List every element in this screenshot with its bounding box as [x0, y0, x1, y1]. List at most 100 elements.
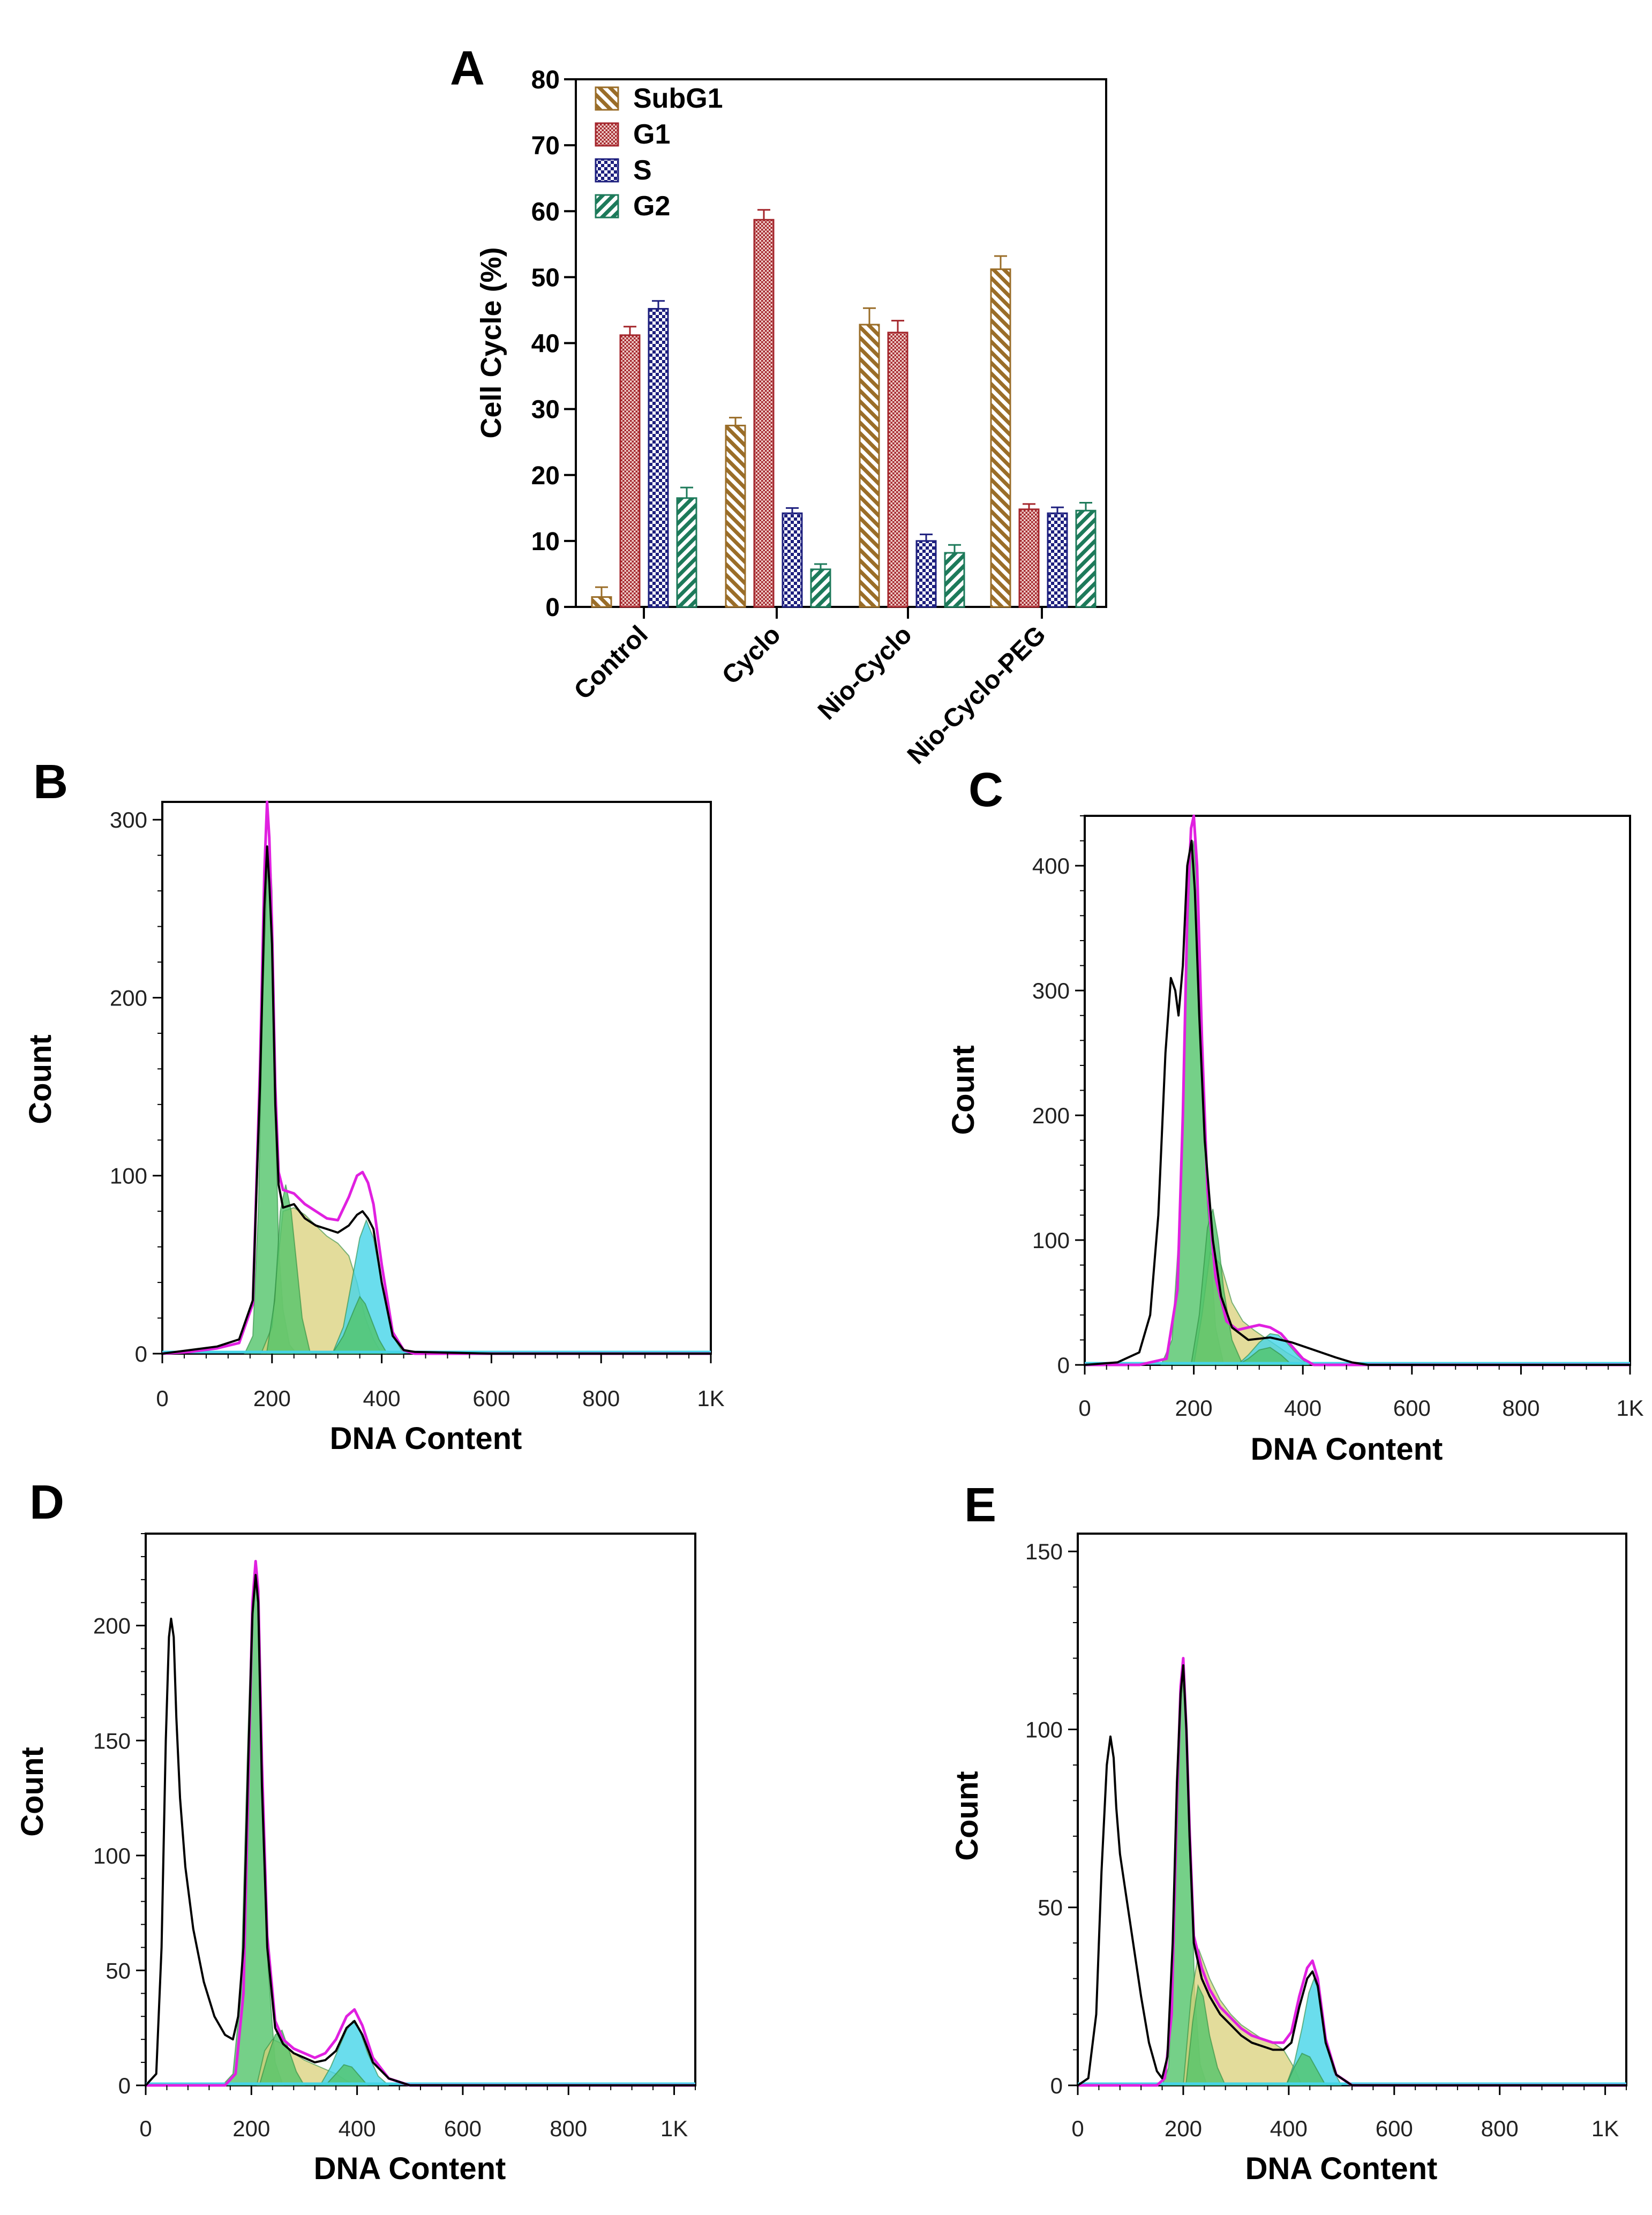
y-axis-label: Count	[946, 1045, 981, 1135]
x-tick-label: 600	[472, 1386, 510, 1411]
x-tick-label: 0	[156, 1386, 168, 1411]
bar-s	[1047, 512, 1068, 608]
x-tick-label: 200	[232, 2116, 270, 2141]
x-tick-label: 600	[444, 2116, 482, 2141]
x-tick-label: 800	[582, 1386, 620, 1411]
y-tick-label: 50	[1038, 1895, 1063, 1920]
bar-subg1	[990, 268, 1011, 608]
y-tick-label: 80	[531, 66, 560, 94]
bar-chart-y-axis: 0 10 20 30 40 50 60 70 80	[531, 66, 576, 622]
bar-g2	[676, 497, 697, 608]
x-tick-label: 1K	[1616, 1395, 1643, 1421]
x-tick-label: 1K	[1591, 2116, 1619, 2141]
y-tick-label: 200	[93, 1613, 131, 1639]
y-tick-label: 0	[1050, 2073, 1063, 2098]
bar-chart-cell-cycle: 0 10 20 30 40 50 60 70 80 Control Cyclo Nio-CycloN…	[475, 66, 1107, 770]
x-axis-label: DNA Content	[1245, 2151, 1438, 2186]
histogram-component-hist_green	[258, 2029, 305, 2086]
x-category-label: Nio-Cyclo-PEG	[902, 620, 1052, 770]
y-tick-label: 400	[1032, 853, 1070, 879]
y-axis-label: Count	[15, 1747, 50, 1837]
x-category-label: Nio-Cyclo	[813, 620, 918, 725]
y-tick-label: 60	[531, 198, 560, 226]
y-tick-label: 100	[110, 1163, 147, 1189]
histogram-frame	[1084, 815, 1631, 1366]
legend-swatch-s	[595, 158, 619, 183]
legend-label-subg1: SubG1	[633, 83, 723, 114]
x-tick-label: 400	[339, 2116, 376, 2141]
x-tick-label: 600	[1393, 1395, 1431, 1421]
y-tick-label: 10	[531, 528, 560, 556]
histogram-component-hist_green	[1285, 2052, 1327, 2086]
x-tick-label: 800	[1481, 2116, 1519, 2141]
histogram-raw-curve	[1084, 839, 1630, 1366]
bar-chart-bars	[591, 209, 1097, 608]
y-tick-label: 30	[531, 396, 560, 424]
bar-s	[915, 540, 937, 608]
legend-swatch-g1	[595, 122, 619, 147]
y-tick-label: 300	[110, 807, 147, 832]
histogram-component-hist_green	[266, 1184, 311, 1354]
y-tick-label: 40	[531, 330, 560, 358]
x-tick-label: 800	[550, 2116, 587, 2141]
x-category-label: Control	[569, 620, 654, 705]
x-tick-label: 600	[1376, 2116, 1413, 2141]
y-tick-label: 100	[1025, 1717, 1063, 1742]
y-tick-label: 0	[1057, 1353, 1070, 1378]
histogram-d: 0 50 100 150 200 0 200 400 600 800 1K DNA Content Co…	[15, 1533, 696, 2186]
x-axis-label: DNA Content	[330, 1421, 522, 1456]
panel-label-b: B	[33, 755, 68, 809]
bar-g1	[1018, 508, 1040, 608]
bar-g2	[810, 568, 831, 608]
panel-label-a: A	[450, 42, 485, 95]
bar-g2	[1075, 509, 1097, 608]
legend-swatch-g2	[595, 194, 619, 219]
x-tick-label: 400	[363, 1386, 401, 1411]
x-tick-label: 200	[253, 1386, 291, 1411]
x-tick-label: 0	[1071, 2116, 1084, 2141]
y-tick-label: 150	[1025, 1539, 1063, 1564]
histogram-frame	[161, 801, 712, 1355]
bar-g1	[619, 334, 641, 608]
x-tick-label: 1K	[697, 1386, 724, 1411]
bar-subg1	[725, 424, 746, 608]
x-axis-label: DNA Content	[314, 2151, 506, 2186]
bar-subg1	[859, 324, 880, 608]
histogram-b: 0 100 200 300 0 200 400 600 800 1K DNA Content Coun…	[23, 800, 725, 1456]
legend-label-s: S	[633, 155, 652, 186]
bar-s	[782, 512, 803, 608]
x-tick-label: 200	[1175, 1395, 1213, 1421]
x-tick-label: 1K	[660, 2116, 688, 2141]
histogram-raw-curve	[145, 1574, 695, 2086]
x-tick-label: 400	[1284, 1395, 1321, 1421]
histogram-frame	[145, 1533, 696, 2086]
y-tick-label: 300	[1032, 978, 1070, 1003]
bar-subg1	[591, 596, 612, 608]
histogram-raw-curve	[162, 845, 711, 1355]
y-tick-label: 200	[1032, 1103, 1070, 1128]
legend-label-g1: G1	[633, 119, 670, 150]
panel-label-c: C	[968, 763, 1003, 817]
histogram-e: 0 50 100 150 0 200 400 600 800 1K DNA Content Count	[950, 1533, 1627, 2186]
y-tick-label: 100	[93, 1843, 131, 1868]
y-tick-label: 200	[110, 985, 147, 1010]
y-axis-label: Count	[23, 1034, 58, 1124]
bar-chart-legend: SubG1 G1 S G2	[595, 83, 723, 222]
legend-label-g2: G2	[633, 191, 670, 222]
histogram-raw-curve	[1077, 1664, 1626, 2086]
bar-g2	[944, 552, 965, 608]
panel-label-e: E	[964, 1478, 996, 1532]
bar-chart-y-label: Cell Cycle (%)	[475, 247, 507, 438]
x-tick-label: 0	[1078, 1395, 1091, 1421]
y-tick-label: 20	[531, 462, 560, 490]
y-tick-label: 0	[135, 1341, 147, 1366]
bar-g1	[753, 219, 775, 608]
x-category-label: Cyclo	[717, 620, 786, 690]
y-tick-label: 0	[545, 594, 560, 622]
x-tick-label: 400	[1270, 2116, 1308, 2141]
y-tick-label: 50	[531, 264, 560, 292]
y-axis-label: Count	[950, 1771, 985, 1861]
histogram-component-hist_green	[331, 1295, 388, 1354]
